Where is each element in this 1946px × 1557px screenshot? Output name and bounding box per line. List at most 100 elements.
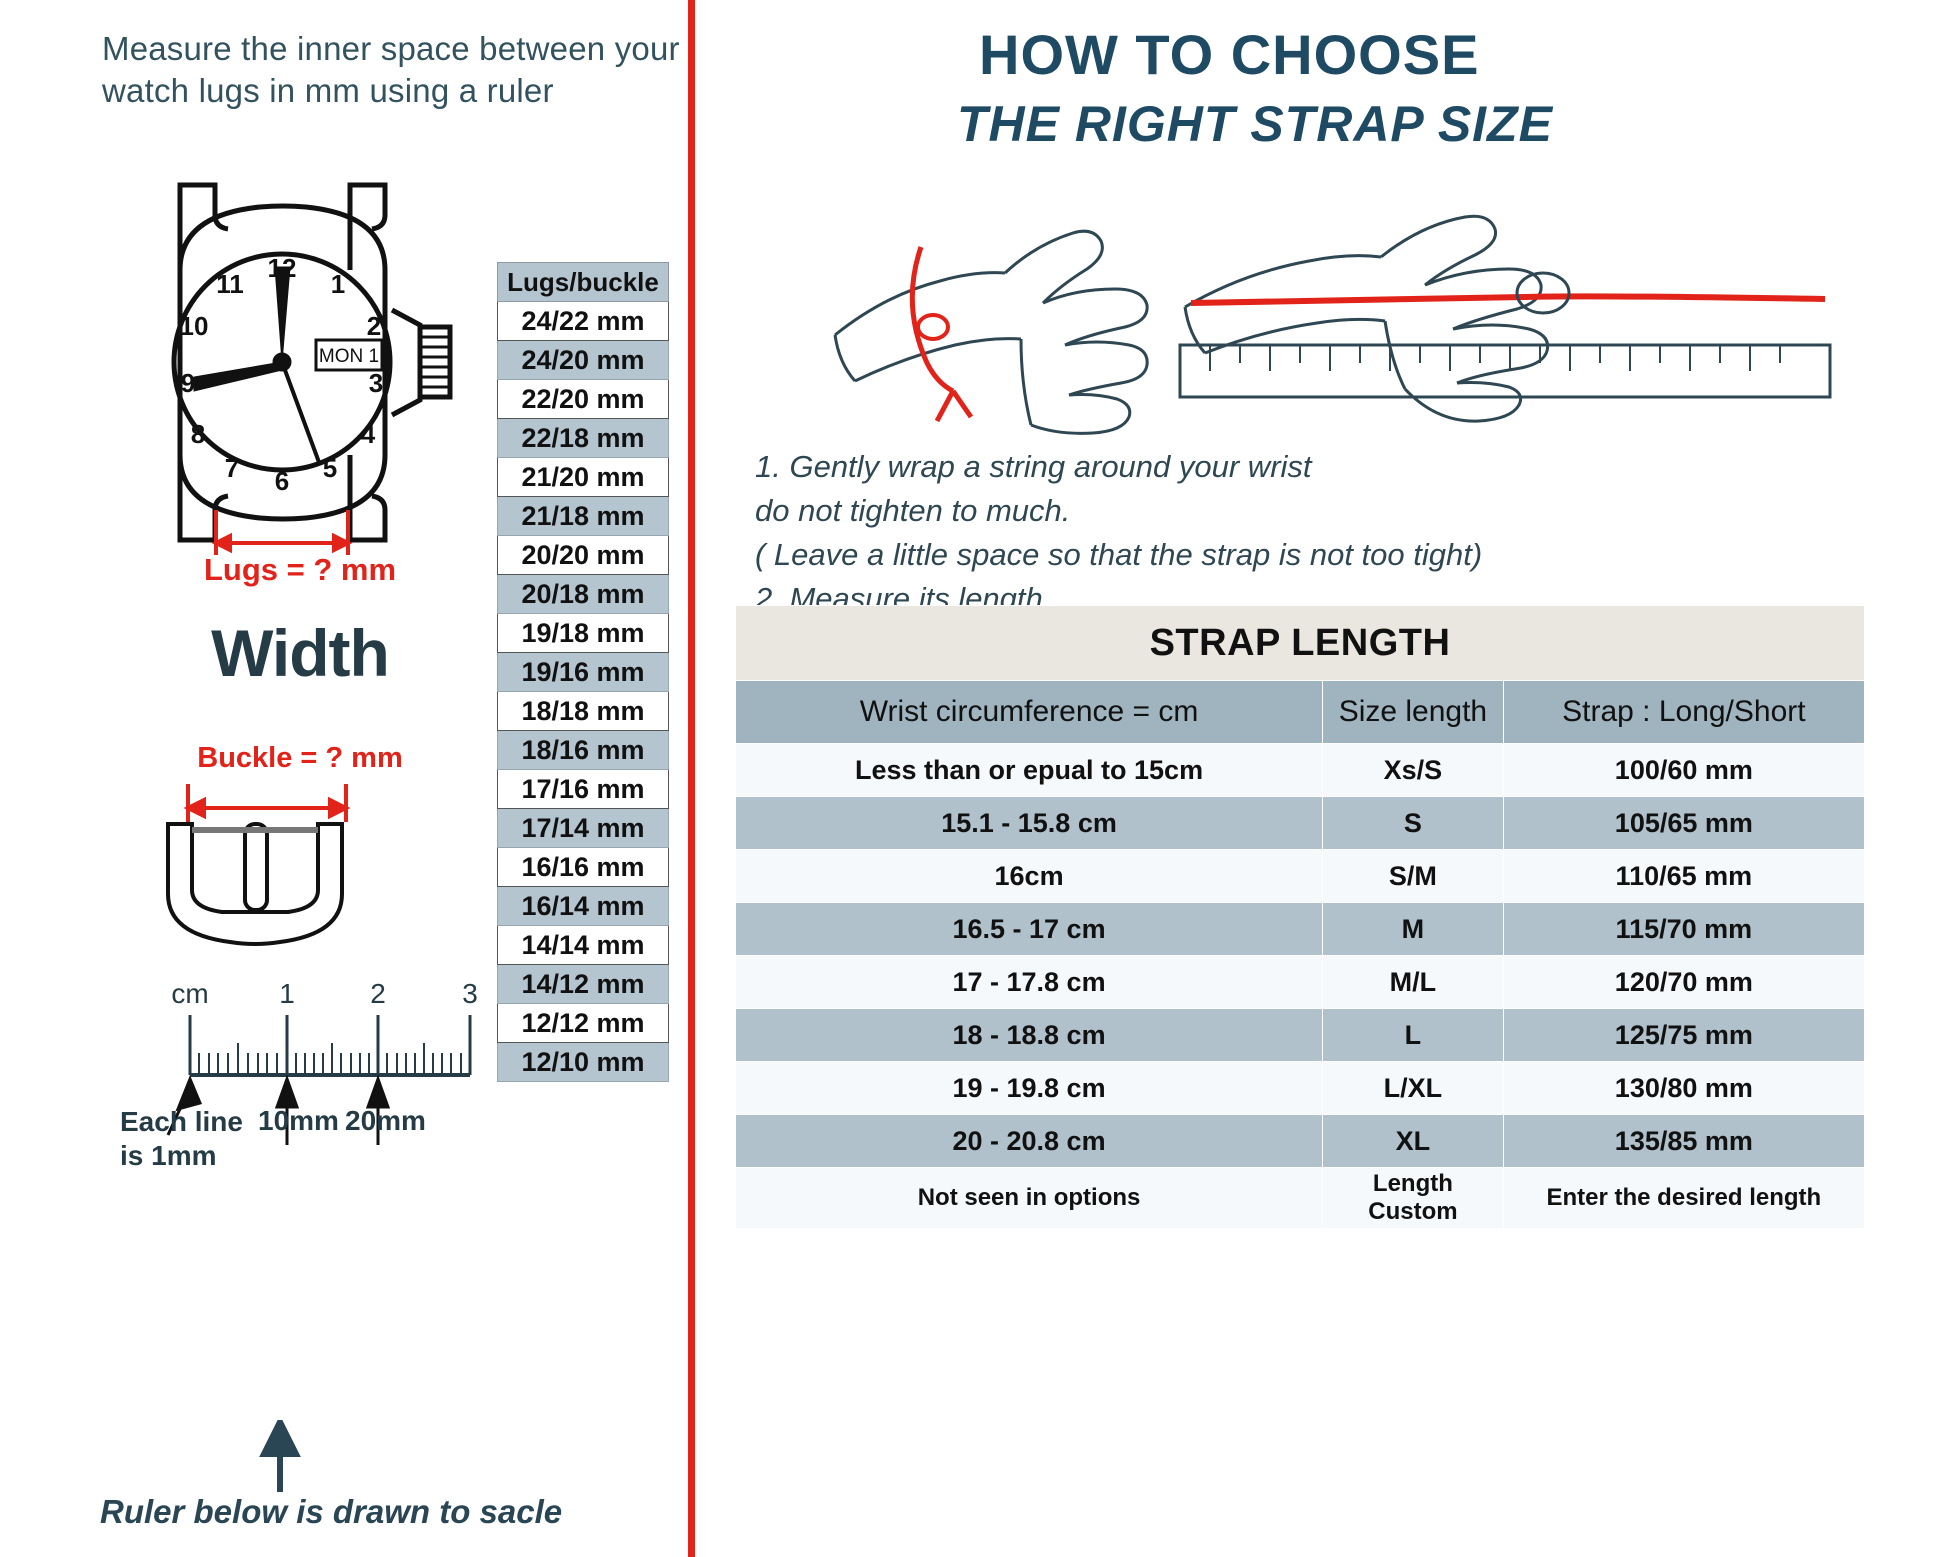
cell-wrist: 19 - 19.8 cm bbox=[734, 1061, 1324, 1115]
strap-table-title: STRAP LENGTH bbox=[735, 605, 1865, 681]
cell-wrist: Not seen in options bbox=[734, 1167, 1324, 1229]
table-row[interactable]: 16/16 mm bbox=[497, 847, 669, 887]
table-row[interactable]: 19/16 mm bbox=[497, 652, 669, 692]
ruler-mark-10mm: 10mm bbox=[258, 1105, 339, 1136]
ruler-tick-label-2: 2 bbox=[370, 978, 386, 1009]
svg-text:6: 6 bbox=[275, 466, 289, 496]
cell-wrist: 17 - 17.8 cm bbox=[734, 955, 1324, 1009]
cell-wrist: 20 - 20.8 cm bbox=[734, 1114, 1324, 1168]
cell-strap: 130/80 mm bbox=[1502, 1061, 1866, 1115]
scale-pointer-arrow bbox=[259, 1420, 301, 1492]
lugs-table-header: Lugs/buckle bbox=[497, 262, 669, 302]
table-row[interactable]: 22/18 mm bbox=[497, 418, 669, 458]
cell-size: Length Custom bbox=[1322, 1167, 1504, 1229]
cell-wrist: 15.1 - 15.8 cm bbox=[734, 796, 1324, 850]
step-line-1: 1. Gently wrap a string around your wris… bbox=[755, 449, 1312, 484]
scale-note: Ruler below is drawn to sacle bbox=[100, 1493, 563, 1530]
ruler-tick-label-3: 3 bbox=[462, 978, 478, 1009]
column-header-wrist: Wrist circumference = cm bbox=[734, 680, 1324, 744]
svg-text:11: 11 bbox=[216, 269, 244, 299]
cell-strap: 110/65 mm bbox=[1502, 849, 1866, 903]
table-row[interactable]: 16.5 - 17 cm M 115/70 mm bbox=[734, 902, 1866, 956]
table-row[interactable]: Less than or epual to 15cm Xs/S 100/60 m… bbox=[734, 743, 1866, 797]
ruler-mark-20mm: 20mm bbox=[345, 1105, 426, 1136]
step-line-3: ( Leave a little space so that the strap… bbox=[755, 537, 1483, 573]
table-row[interactable]: 19 - 19.8 cm L/XL 130/80 mm bbox=[734, 1061, 1866, 1115]
cell-size: L/XL bbox=[1322, 1061, 1504, 1115]
table-row[interactable]: 16/14 mm bbox=[497, 886, 669, 926]
svg-text:4: 4 bbox=[361, 419, 376, 449]
table-row[interactable]: 22/20 mm bbox=[497, 379, 669, 419]
svg-text:2: 2 bbox=[367, 311, 381, 341]
lead-instruction: Measure the inner space between your wat… bbox=[102, 30, 680, 110]
ruler-tick-label-1: 1 bbox=[279, 978, 295, 1009]
table-row[interactable]: 20 - 20.8 cm XL 135/85 mm bbox=[734, 1114, 1866, 1168]
cell-wrist: 16.5 - 17 cm bbox=[734, 902, 1324, 956]
cell-strap: 120/70 mm bbox=[1502, 955, 1866, 1009]
width-heading: Width bbox=[211, 616, 390, 690]
cell-size: Xs/S bbox=[1322, 743, 1504, 797]
hands-measuring-illustration bbox=[825, 185, 1925, 465]
step-line-2: do not tighten to much. bbox=[755, 493, 1071, 529]
cell-size: M bbox=[1322, 902, 1504, 956]
svg-text:10: 10 bbox=[180, 311, 209, 341]
table-row[interactable]: 21/20 mm bbox=[497, 457, 669, 497]
table-row[interactable]: 12/12 mm bbox=[497, 1003, 669, 1043]
ruler-each-line-note: Each line is 1mm bbox=[120, 1106, 243, 1172]
svg-text:5: 5 bbox=[323, 453, 337, 483]
table-row[interactable]: 24/20 mm bbox=[497, 340, 669, 380]
cell-strap: Enter the desired length bbox=[1502, 1167, 1866, 1229]
cell-wrist: Less than or epual to 15cm bbox=[734, 743, 1324, 797]
right-panel: HOW TO CHOOSE THE RIGHT STRAP SIZE bbox=[695, 0, 1946, 1557]
table-row[interactable]: 14/12 mm bbox=[497, 964, 669, 1004]
svg-text:8: 8 bbox=[191, 419, 205, 449]
table-row[interactable]: 17/14 mm bbox=[497, 808, 669, 848]
table-row[interactable]: 18/16 mm bbox=[497, 730, 669, 770]
table-row[interactable]: 14/14 mm bbox=[497, 925, 669, 965]
buckle-measure-label: Buckle = ? mm bbox=[197, 742, 403, 774]
cell-size: M/L bbox=[1322, 955, 1504, 1009]
cell-strap: 100/60 mm bbox=[1502, 743, 1866, 797]
cell-size: XL bbox=[1322, 1114, 1504, 1168]
cell-wrist: 18 - 18.8 cm bbox=[734, 1008, 1324, 1062]
table-row[interactable]: 19/18 mm bbox=[497, 613, 669, 653]
table-row[interactable]: Not seen in options Length Custom Enter … bbox=[734, 1167, 1866, 1229]
watch-day-window: MON 1 bbox=[319, 346, 379, 367]
table-row[interactable]: 18 - 18.8 cm L 125/75 mm bbox=[734, 1008, 1866, 1062]
left-panel: Measure the inner space between your wat… bbox=[0, 0, 688, 1557]
table-row[interactable]: 16cm S/M 110/65 mm bbox=[734, 849, 1866, 903]
cell-strap: 105/65 mm bbox=[1502, 796, 1866, 850]
column-header-strap: Strap : Long/Short bbox=[1502, 680, 1866, 744]
table-row[interactable]: 20/20 mm bbox=[497, 535, 669, 575]
ruler-tick-label-cm: cm bbox=[171, 978, 208, 1009]
strap-length-table: STRAP LENGTH Wrist circumference = cm Si… bbox=[734, 605, 1866, 1229]
table-row[interactable]: 15.1 - 15.8 cm S 105/65 mm bbox=[734, 796, 1866, 850]
cell-strap: 125/75 mm bbox=[1502, 1008, 1866, 1062]
table-row[interactable]: 12/10 mm bbox=[497, 1042, 669, 1082]
svg-text:1: 1 bbox=[331, 269, 345, 299]
cell-size: S bbox=[1322, 796, 1504, 850]
lugs-measure-label: Lugs = ? mm bbox=[203, 552, 397, 587]
cell-wrist: 16cm bbox=[734, 849, 1324, 903]
table-row[interactable]: 20/18 mm bbox=[497, 574, 669, 614]
table-row[interactable]: 21/18 mm bbox=[497, 496, 669, 536]
table-row[interactable]: 24/22 mm bbox=[497, 301, 669, 341]
panel-divider bbox=[688, 0, 695, 1557]
cell-strap: 135/85 mm bbox=[1502, 1114, 1866, 1168]
table-row[interactable]: 17 - 17.8 cm M/L 120/70 mm bbox=[734, 955, 1866, 1009]
measuring-steps: 1. Gently wrap a string around your wris… bbox=[755, 445, 1905, 621]
svg-text:7: 7 bbox=[225, 453, 239, 483]
column-header-size: Size length bbox=[1322, 680, 1504, 744]
cell-size: S/M bbox=[1322, 849, 1504, 903]
page-title-line1: HOW TO CHOOSE bbox=[979, 23, 1480, 86]
table-row[interactable]: 18/18 mm bbox=[497, 691, 669, 731]
cell-strap: 115/70 mm bbox=[1502, 902, 1866, 956]
svg-text:3: 3 bbox=[369, 368, 383, 398]
lugs-buckle-table: Lugs/buckle 24/22 mm 24/20 mm 22/20 mm 2… bbox=[497, 262, 669, 1082]
table-row[interactable]: 17/16 mm bbox=[497, 769, 669, 809]
page-title-line2: THE RIGHT STRAP SIZE bbox=[957, 96, 1553, 152]
buckle-illustration bbox=[150, 782, 440, 962]
ruler-illustration: cm 1 2 3 bbox=[120, 975, 520, 1175]
svg-text:9: 9 bbox=[181, 368, 195, 398]
cell-size: L bbox=[1322, 1008, 1504, 1062]
